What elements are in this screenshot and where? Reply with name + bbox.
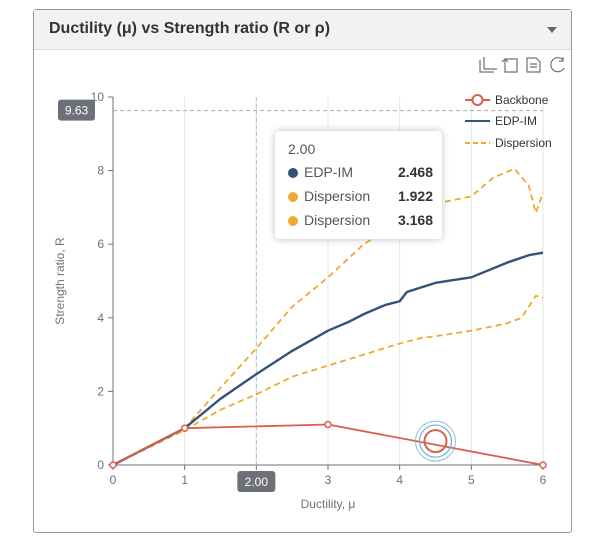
hover-ring-middle [418,424,453,458]
series-dot [288,192,298,202]
y-pointer-badge [58,99,95,121]
data-view-icon[interactable] [526,57,541,73]
tooltip-row: Dispersion 3.168 [288,212,433,232]
chart-tooltip: 2.00 EDP-IM 2.468 Dispersion 1.922 Dispe… [275,131,442,239]
x-pointer-label: 2.00 [245,475,269,489]
y-axis-title: Strength ratio, R [53,237,67,325]
series-line [112,294,544,466]
backbone-marker [539,461,547,469]
tooltip-series-value: 3.168 [397,212,433,228]
panel-title: Ductility (μ) vs Strength ratio (R or ρ) [49,20,331,37]
tooltip-series-name: Dispersion [304,212,371,228]
tooltip-title: 2.00 [288,141,316,157]
series-dot [288,216,298,226]
x-tick-label: 1 [181,473,188,487]
x-tick-label: 4 [396,473,403,487]
y-tick-label: 2 [97,384,104,398]
legend-label: EDP-IM [495,114,537,128]
crop-icon[interactable] [479,57,497,73]
legend-label: Backbone [495,93,549,107]
y-tick-label: 4 [97,311,104,325]
x-tick-label: 0 [110,473,117,487]
tooltip-row: EDP-IM 2.468 [288,164,433,184]
tooltip-series-value: 1.922 [397,188,433,204]
tooltip-series-value: 2.468 [397,164,433,180]
tooltip-row: Dispersion 1.922 [288,188,433,208]
hover-ring-inner [423,429,448,454]
restore-icon[interactable] [550,57,565,73]
x-tick-label: 6 [540,473,547,487]
chevron-down-icon[interactable] [547,27,557,33]
backbone-marker [180,424,189,432]
y-tick-label: 6 [97,237,104,251]
backbone-marker [324,420,332,429]
series-line [112,423,544,466]
tooltip-series-name: EDP-IM [304,164,353,180]
backbone-marker [109,461,117,469]
y-tick-label: 8 [97,164,104,178]
y-tick-label: 0 [97,458,104,472]
y-pointer-label: 9.63 [65,104,89,118]
series-dot [288,168,298,178]
series-line [112,251,544,467]
tooltip-series-name: Dispersion [304,188,371,204]
hover-ring-outer [415,420,456,462]
panel-header: Ductility (μ) vs Strength ratio (R or ρ) [34,10,571,50]
x-pointer-badge [237,471,276,492]
x-axis-title: Ductility, μ [301,497,356,511]
undo-icon[interactable] [501,58,518,73]
legend-label: Dispersion [495,136,552,150]
x-tick-label: 3 [325,473,332,487]
x-tick-label: 5 [468,473,475,487]
legend-marker [471,94,484,106]
